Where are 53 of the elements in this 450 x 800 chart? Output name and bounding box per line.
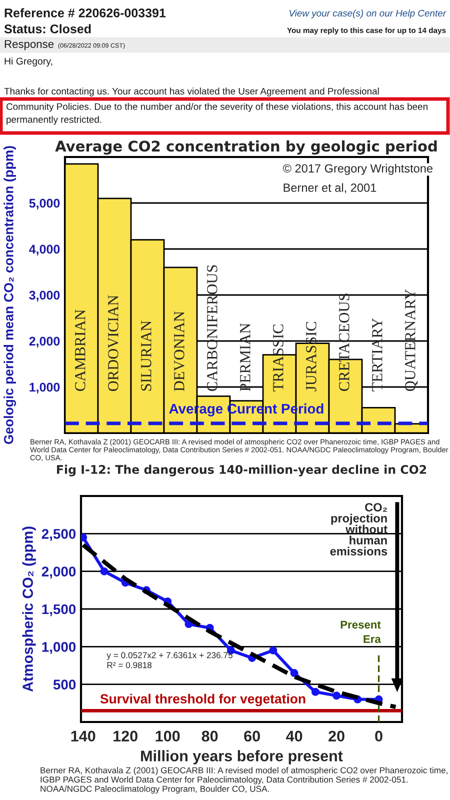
point — [290, 669, 298, 678]
point — [311, 688, 320, 696]
x-tick-label: 140 — [71, 730, 96, 742]
text: Community Policies. Due to the number and/or the severity of these violations, this account has been permanently restricted. — [6, 103, 428, 125]
y-tick-label: 3,000 — [29, 290, 60, 302]
category-label: SILURIAN — [141, 320, 152, 391]
y-tick-label: 1,000 — [42, 642, 76, 654]
category-label: TERTIARY — [372, 318, 382, 392]
y-tick-label: 5,000 — [29, 198, 60, 210]
y-axis-title: Geologic period mean CO₂ concentration (ppm) — [4, 146, 16, 444]
y-tick-label: 2,000 — [29, 336, 60, 348]
annotation: y = 0.0527x2 + 7.6361x + 236.75 R² = 0.9818 — [106, 652, 232, 668]
y-tick-label: 1,500 — [42, 604, 76, 616]
category-label: DEVONIAN — [174, 311, 184, 392]
y-tick-label: 2,000 — [42, 566, 76, 579]
x-axis-title: Million years before present — [141, 750, 343, 764]
x-tick-label: 80 — [202, 730, 218, 742]
ref-line-label: Survival threshold for vegetation — [100, 694, 306, 706]
category-label: CRETACEOUS — [339, 294, 350, 391]
chart-title: Fig I-12: The dangerous 140-million-year decline in CO2 — [57, 464, 426, 476]
x-tick-label: 40 — [286, 730, 302, 742]
x-tick-label: 60 — [244, 730, 260, 742]
x-tick-label: 0 — [375, 730, 382, 742]
y-tick-label: 4,000 — [29, 244, 60, 256]
text: View your case(s) on our Help Center — [290, 10, 446, 18]
y-tick-label: 500 — [53, 680, 76, 690]
category-label: ORDOVICIAN — [108, 295, 118, 391]
text: Thanks for contacting us. Your account has violated the User Agreement and Professional — [4, 88, 379, 96]
text: Berner RA, Kothavala Z (2001) GEOCARB III: A revised model of atmospheric CO2 over Phanerozoic time, IGBP PAGES and World Data Center for Paleoclimatology, Data Contribution Series # 2002-051. NOAA/NGDC Paleoclimatology Program, Boulder CO, USA. — [40, 767, 448, 794]
ref-line-label: Present Era — [340, 620, 381, 643]
x-tick-label: 20 — [328, 730, 344, 742]
x-tick-label: 120 — [114, 730, 138, 742]
point — [100, 567, 108, 576]
y-axis-title: Atmospheric CO₂ (ppm) — [22, 526, 36, 692]
text: Response — [4, 40, 54, 50]
category-label: QUATERNARY — [405, 289, 418, 391]
category-label: CARBONIFEROUS — [207, 265, 218, 391]
y-tick-label: 1,000 — [30, 382, 60, 394]
x-tick-label: 100 — [156, 730, 180, 742]
text: Reference # 220626-003391 — [4, 8, 166, 18]
text: Hi Gregory, — [4, 57, 52, 67]
category-label: JURASSIC — [306, 322, 316, 392]
category-label: PERMIAN — [240, 323, 250, 392]
text: Status: Closed — [4, 24, 91, 34]
point — [332, 692, 341, 700]
point — [269, 646, 278, 654]
category-label: TRIASSIC — [273, 324, 284, 392]
y-tick-label: 2,500 — [42, 529, 76, 541]
chart-title: Average CO2 concentration by geologic period — [55, 140, 437, 155]
annotation: CO₂ projection without human emissions — [330, 503, 388, 556]
category-label: CAMBRIAN — [75, 310, 86, 391]
annotation: © 2017 Gregory Wrightstone — [282, 164, 433, 175]
annotation: Berner et al, 2001 — [284, 183, 376, 194]
